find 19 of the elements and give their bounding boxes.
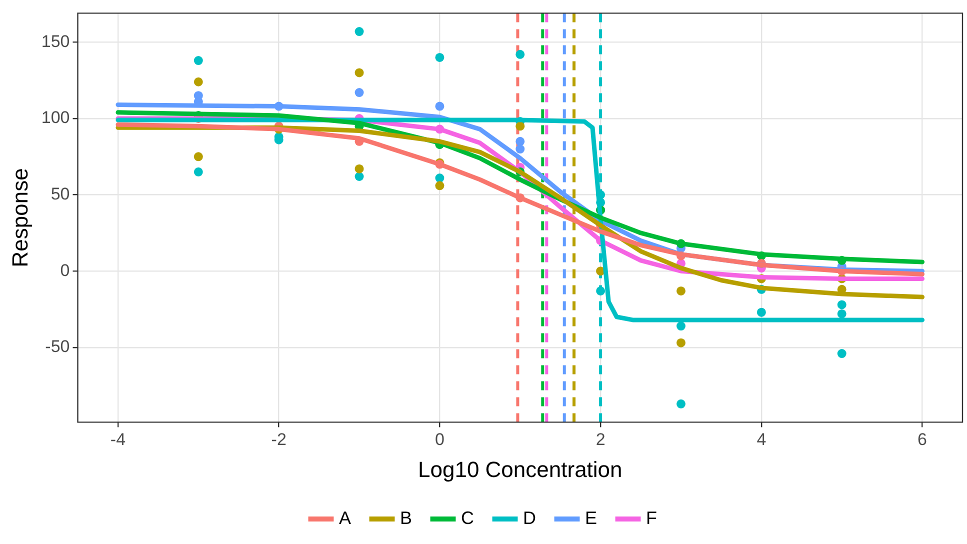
legend-label: C	[461, 508, 474, 528]
y-tick-label: 100	[41, 108, 70, 128]
legend-label: B	[400, 508, 412, 528]
x-tick-label: 0	[434, 430, 444, 450]
x-tick-label: -4	[110, 430, 126, 450]
y-tick-label: -50	[45, 337, 70, 356]
legend-label: E	[585, 508, 598, 528]
y-axis-title: Response	[7, 168, 32, 268]
x-tick-label: 2	[596, 430, 606, 450]
y-tick-label: 50	[50, 184, 70, 204]
legend-label: F	[646, 508, 658, 528]
x-axis-title: Log10 Concentration	[418, 456, 622, 482]
y-tick-label: 0	[60, 260, 70, 280]
x-tick-label: -2	[271, 430, 286, 450]
legend-label: A	[338, 508, 352, 528]
x-tick-label: 4	[756, 430, 766, 450]
legend-label: D	[523, 508, 536, 528]
x-tick-label: 6	[918, 430, 928, 450]
y-tick-label: 150	[41, 32, 70, 51]
